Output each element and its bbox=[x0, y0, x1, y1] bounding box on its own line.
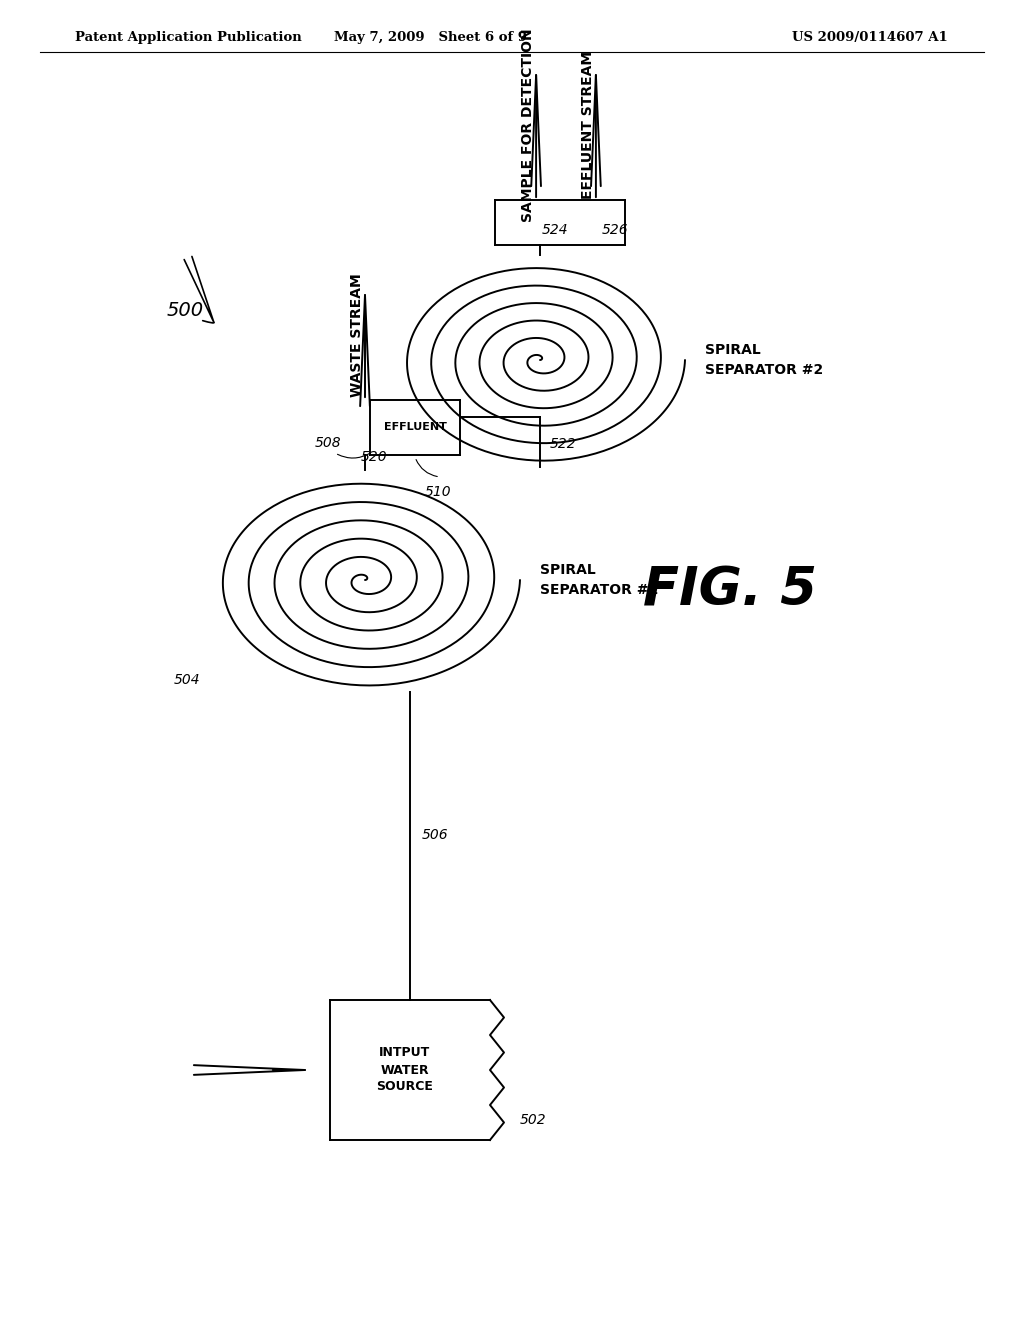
Text: INTPUT
WATER
SOURCE: INTPUT WATER SOURCE bbox=[377, 1047, 433, 1093]
Text: 526: 526 bbox=[602, 223, 629, 238]
Text: 510: 510 bbox=[425, 484, 452, 499]
Text: 508: 508 bbox=[315, 436, 342, 450]
Text: 524: 524 bbox=[542, 223, 568, 238]
Text: 504: 504 bbox=[173, 673, 200, 686]
Text: SPIRAL
SEPARATOR #2: SPIRAL SEPARATOR #2 bbox=[705, 343, 823, 376]
Text: Patent Application Publication: Patent Application Publication bbox=[75, 30, 302, 44]
Text: EFFLUENT: EFFLUENT bbox=[384, 422, 446, 433]
Text: FIG. 5: FIG. 5 bbox=[643, 564, 817, 616]
Text: 500: 500 bbox=[167, 301, 204, 319]
Text: May 7, 2009   Sheet 6 of 9: May 7, 2009 Sheet 6 of 9 bbox=[334, 30, 526, 44]
Text: SPIRAL
SEPARATOR #1: SPIRAL SEPARATOR #1 bbox=[540, 564, 658, 597]
Text: 522: 522 bbox=[550, 437, 577, 450]
Text: EFFLUENT STREAM: EFFLUENT STREAM bbox=[581, 51, 595, 199]
Text: 502: 502 bbox=[520, 1113, 547, 1127]
Text: WASTE STREAM: WASTE STREAM bbox=[350, 273, 364, 397]
Text: SAMPLE FOR DETECTION: SAMPLE FOR DETECTION bbox=[521, 28, 536, 222]
Text: 520: 520 bbox=[360, 450, 387, 465]
Text: US 2009/0114607 A1: US 2009/0114607 A1 bbox=[793, 30, 948, 44]
Text: 506: 506 bbox=[422, 828, 449, 842]
